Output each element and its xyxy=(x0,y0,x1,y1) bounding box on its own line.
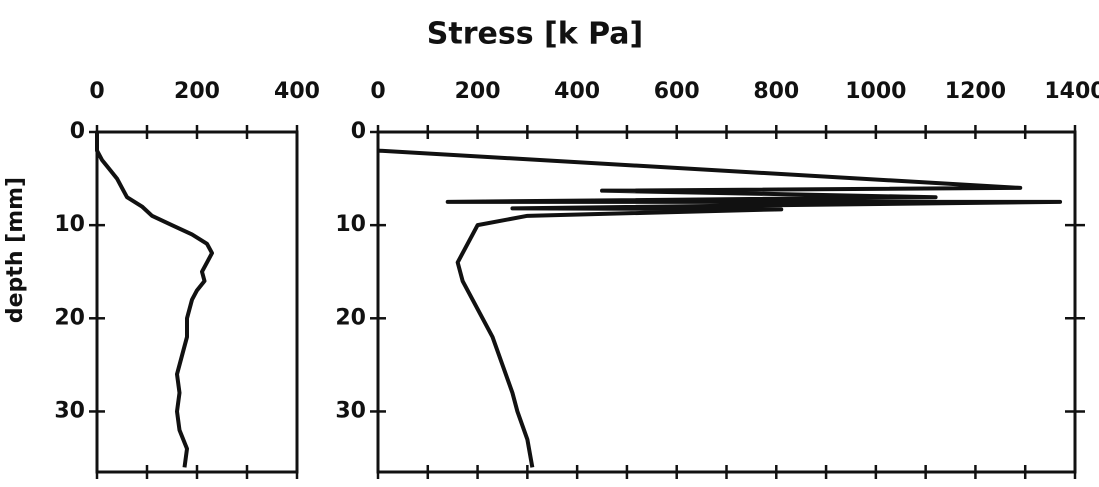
y-tick-label: 20 xyxy=(54,305,85,330)
y-tick-label: 0 xyxy=(70,119,85,144)
y-tick-label: 30 xyxy=(335,398,366,423)
x-tick-label: 1000 xyxy=(845,79,906,104)
x-tick-label: 1400 xyxy=(1044,79,1099,104)
chart-title: Stress [k Pa] xyxy=(427,17,644,52)
x-tick-label: 400 xyxy=(274,79,320,104)
plot-frame xyxy=(95,130,299,474)
x-tick-label: 200 xyxy=(455,79,501,104)
x-tick-label: 0 xyxy=(89,79,104,104)
x-tick-label: 400 xyxy=(554,79,600,104)
x-tick-label: 200 xyxy=(174,79,220,104)
y-tick-label: 10 xyxy=(335,212,366,237)
x-tick-label: 1200 xyxy=(945,79,1006,104)
stress-profile xyxy=(95,132,214,468)
x-tick-label: 600 xyxy=(654,79,700,104)
y-axis-label: depth [mm] xyxy=(3,177,28,323)
x-tick-label: 800 xyxy=(753,79,799,104)
y-tick-label: 20 xyxy=(335,305,366,330)
y-tick-label: 0 xyxy=(351,119,366,144)
y-tick-label: 10 xyxy=(54,212,85,237)
y-tick-label: 30 xyxy=(54,398,85,423)
stress-profile xyxy=(377,148,1063,468)
x-tick-label: 0 xyxy=(370,79,385,104)
